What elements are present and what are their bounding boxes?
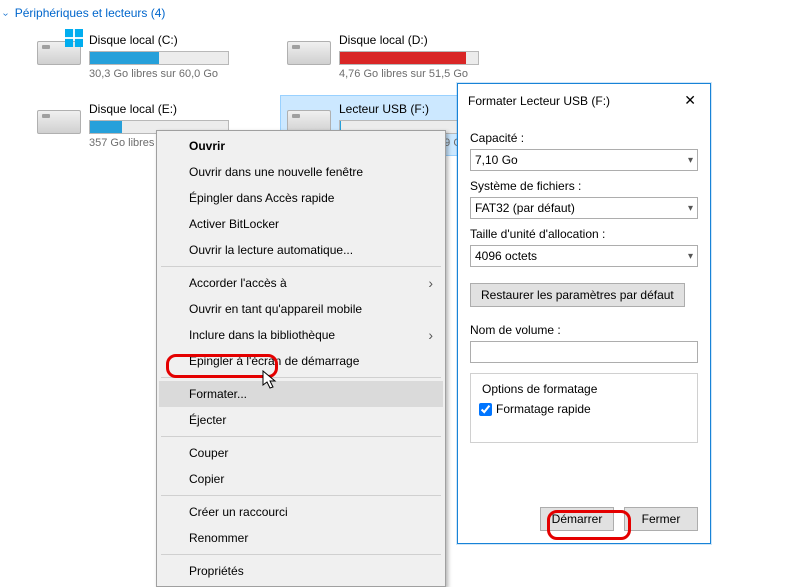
chevron-down-icon: ▾: [688, 251, 693, 262]
drive-item[interactable]: Disque local (D:) 4,76 Go libres sur 51,…: [280, 26, 530, 87]
format-dialog: Formater Lecteur USB (F:) ✕ Capacité : 7…: [457, 83, 711, 544]
close-icon[interactable]: ✕: [680, 92, 700, 109]
section-header[interactable]: › Périphériques et lecteurs (4): [0, 0, 786, 26]
filesystem-value: FAT32 (par défaut): [475, 201, 575, 215]
drive-name: Disque local (C:): [89, 33, 273, 47]
drive-usage-bar: [89, 51, 229, 65]
drive-name: Disque local (E:): [89, 102, 273, 116]
menu-item[interactable]: Activer BitLocker: [159, 211, 443, 237]
chevron-down-icon: ›: [0, 13, 11, 16]
menu-item[interactable]: Créer un raccourci: [159, 499, 443, 525]
menu-separator: [161, 266, 441, 267]
context-menu: OuvrirOuvrir dans une nouvelle fenêtreÉp…: [156, 130, 446, 587]
menu-item[interactable]: Éjecter: [159, 407, 443, 433]
menu-item[interactable]: Propriétés: [159, 558, 443, 584]
menu-item[interactable]: Accorder l'accès à: [159, 270, 443, 296]
menu-separator: [161, 436, 441, 437]
quick-format-input[interactable]: [479, 403, 492, 416]
drive-usage-bar: [339, 51, 479, 65]
drive-icon: [37, 33, 81, 67]
menu-separator: [161, 377, 441, 378]
capacity-select[interactable]: 7,10 Go ▾: [470, 149, 698, 171]
menu-item[interactable]: Formater...: [159, 381, 443, 407]
menu-item[interactable]: Épingler à l'écran de démarrage: [159, 348, 443, 374]
drive-status: 30,3 Go libres sur 60,0 Go: [89, 68, 273, 80]
close-button[interactable]: Fermer: [624, 507, 698, 531]
quick-format-checkbox[interactable]: Formatage rapide: [479, 402, 689, 416]
options-legend: Options de formatage: [479, 382, 600, 396]
capacity-label: Capacité :: [470, 131, 698, 145]
allocation-value: 4096 octets: [475, 249, 537, 263]
format-options-group: Options de formatage Formatage rapide: [470, 373, 698, 443]
menu-separator: [161, 495, 441, 496]
drive-name: Disque local (D:): [339, 33, 523, 47]
volume-name-input[interactable]: [470, 341, 698, 363]
menu-item[interactable]: Copier: [159, 466, 443, 492]
menu-item[interactable]: Ouvrir en tant qu'appareil mobile: [159, 296, 443, 322]
menu-item[interactable]: Ouvrir: [159, 133, 443, 159]
filesystem-label: Système de fichiers :: [470, 179, 698, 193]
restore-defaults-button[interactable]: Restaurer les paramètres par défaut: [470, 283, 685, 307]
dialog-titlebar: Formater Lecteur USB (F:) ✕: [458, 84, 710, 117]
drive-status: 4,76 Go libres sur 51,5 Go: [339, 68, 523, 80]
dialog-title: Formater Lecteur USB (F:): [468, 94, 610, 108]
menu-item[interactable]: Ouvrir la lecture automatique...: [159, 237, 443, 263]
drive-icon: [37, 102, 81, 136]
quick-format-label: Formatage rapide: [496, 402, 591, 416]
start-button[interactable]: Démarrer: [540, 507, 614, 531]
section-title: Périphériques et lecteurs (4): [15, 6, 166, 20]
drive-icon: [287, 33, 331, 67]
chevron-down-icon: ▾: [688, 155, 693, 166]
volume-label: Nom de volume :: [470, 323, 698, 337]
filesystem-select[interactable]: FAT32 (par défaut) ▾: [470, 197, 698, 219]
menu-item[interactable]: Renommer: [159, 525, 443, 551]
menu-item[interactable]: Inclure dans la bibliothèque: [159, 322, 443, 348]
chevron-down-icon: ▾: [688, 203, 693, 214]
menu-item[interactable]: Ouvrir dans une nouvelle fenêtre: [159, 159, 443, 185]
allocation-select[interactable]: 4096 octets ▾: [470, 245, 698, 267]
menu-item[interactable]: Épingler dans Accès rapide: [159, 185, 443, 211]
allocation-label: Taille d'unité d'allocation :: [470, 227, 698, 241]
menu-separator: [161, 554, 441, 555]
capacity-value: 7,10 Go: [475, 153, 518, 167]
menu-item[interactable]: Couper: [159, 440, 443, 466]
drive-item[interactable]: Disque local (C:) 30,3 Go libres sur 60,…: [30, 26, 280, 87]
